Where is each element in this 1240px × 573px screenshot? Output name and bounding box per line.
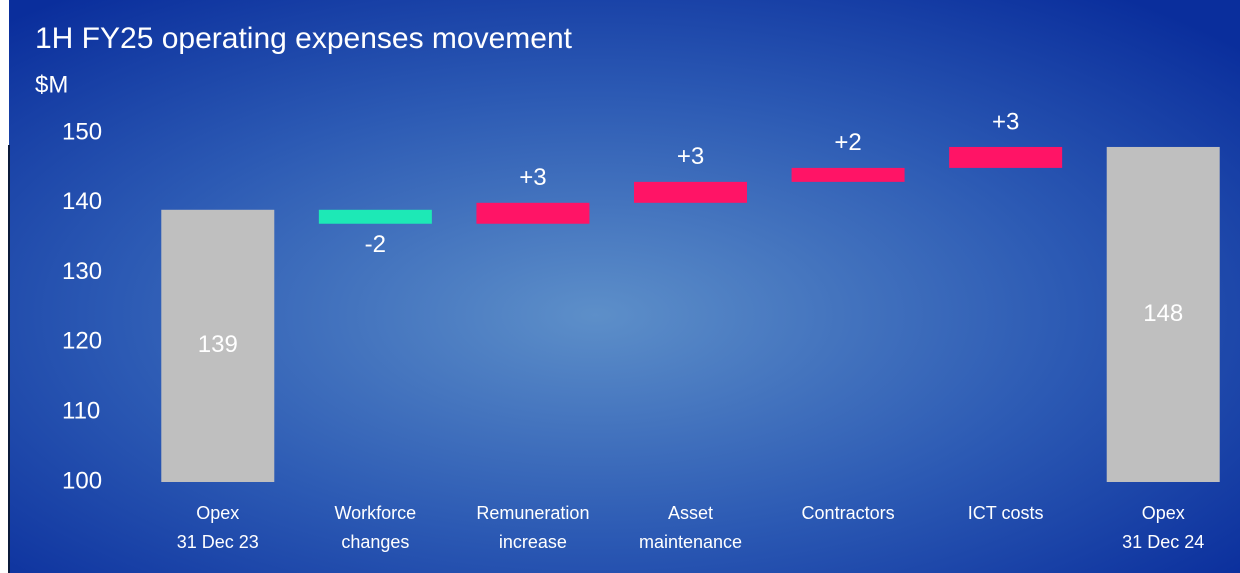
y-axis-label: $M — [35, 71, 68, 98]
bar — [634, 181, 747, 203]
x-tick-label: ICT costs — [968, 503, 1044, 523]
x-tick-label: Workforce — [335, 503, 417, 523]
y-tick-label: 150 — [62, 118, 102, 145]
value-label: +3 — [677, 143, 704, 170]
bar — [476, 202, 590, 224]
value-label: +3 — [519, 164, 546, 191]
bar — [949, 146, 1063, 168]
y-tick-label: 120 — [62, 328, 102, 355]
x-tick-label: Contractors — [802, 503, 895, 523]
value-label: +3 — [992, 108, 1019, 135]
x-tick-label: increase — [499, 532, 567, 552]
x-tick-label: 31 Dec 24 — [1122, 532, 1204, 552]
x-tick-label: Remuneration — [476, 503, 589, 523]
chart-title: 1H FY25 operating expenses movement — [35, 22, 573, 55]
value-label: +2 — [834, 129, 861, 156]
y-tick-label: 100 — [62, 467, 102, 494]
value-label: -2 — [365, 231, 386, 258]
y-tick-label: 130 — [62, 258, 102, 285]
x-tick-label: maintenance — [639, 532, 742, 552]
x-tick-label: Asset — [668, 503, 713, 523]
bar — [791, 167, 905, 182]
bar — [1106, 146, 1220, 482]
bar — [318, 209, 432, 224]
left-margin — [0, 0, 9, 573]
x-tick-label: Opex — [1142, 503, 1185, 523]
x-tick-label: changes — [341, 532, 409, 552]
value-label: 139 — [198, 331, 238, 358]
x-tick-label: 31 Dec 23 — [177, 532, 259, 552]
y-tick-label: 110 — [62, 398, 100, 425]
value-label: 148 — [1143, 300, 1183, 327]
y-tick-label: 140 — [62, 188, 102, 215]
bar — [161, 209, 275, 482]
x-tick-label: Opex — [196, 503, 239, 523]
